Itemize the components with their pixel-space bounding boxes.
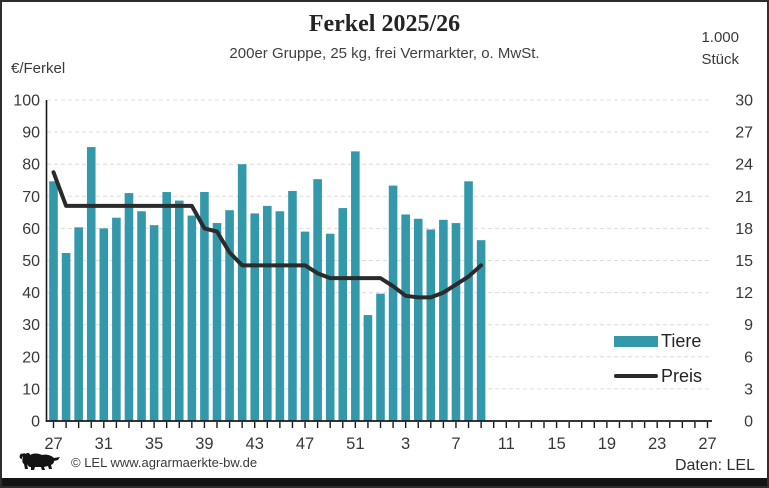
tiere-bar <box>388 185 398 421</box>
right-axis-tick-label: 0 <box>744 414 753 431</box>
tiere-bar <box>225 210 234 421</box>
left-axis-tick-label: 30 <box>22 317 40 334</box>
tiere-bar <box>363 315 373 421</box>
ferkel-chart: 0 10 20 30 40 50 60 70 80 90 100 0 3 6 9 12 15 18 21 24 27 30… <box>13 93 753 454</box>
right-axis-tick-label: 12 <box>735 285 753 302</box>
tiere-bar <box>401 214 410 421</box>
footer-branding: © LEL www.agrarmaerkte-bw.de <box>18 450 257 474</box>
left-axis-tick-label: 90 <box>22 125 40 142</box>
right-axis-tick-label: 15 <box>735 253 753 270</box>
preis-swatch-icon <box>614 374 658 378</box>
tiere-bar <box>413 218 423 421</box>
x-axis-tick-label: 15 <box>547 435 565 453</box>
tiere-bar <box>112 217 121 421</box>
tiere-bar <box>338 208 348 421</box>
tiere-bar <box>300 231 310 421</box>
legend-label-preis: Preis <box>661 365 703 386</box>
tiere-bar <box>137 211 146 421</box>
tiere-bar <box>99 228 109 421</box>
bw-lion-logo-icon <box>19 452 60 470</box>
tiere-bar <box>351 151 360 422</box>
tiere-bar <box>476 240 486 421</box>
tiere-bar <box>49 181 58 421</box>
right-axis-unit-line1: 1.000 <box>701 29 739 46</box>
x-axis-tick-label: 27 <box>44 435 62 453</box>
chart-subtitle: 200er Gruppe, 25 kg, frei Vermarkter, o.… <box>229 45 540 62</box>
tiere-bar <box>325 233 335 421</box>
x-axis-tick-label: 35 <box>145 435 163 453</box>
tiere-bar <box>376 293 385 421</box>
left-axis-tick-label: 0 <box>31 414 40 431</box>
x-axis-tick-label: 7 <box>451 435 460 453</box>
chart-legend: Tiere Preis <box>614 330 703 403</box>
x-axis-tick-label: 31 <box>95 435 113 453</box>
left-axis-tick-label: 10 <box>22 381 40 398</box>
tiere-bar <box>439 219 448 421</box>
x-axis-tick-label: 11 <box>498 435 515 453</box>
left-axis-tick-label: 80 <box>22 157 40 174</box>
x-axis-tick-label: 47 <box>296 435 314 453</box>
page-title: Ferkel 2025/26 <box>308 11 461 37</box>
tiere-bar <box>149 225 159 421</box>
left-axis-tick-label: 50 <box>22 253 40 270</box>
tiere-bar <box>426 229 436 421</box>
right-axis-tick-label: 24 <box>735 157 753 174</box>
tiere-bar <box>200 192 209 421</box>
preis-line <box>51 170 484 300</box>
left-axis-unit: €/Ferkel <box>11 60 66 77</box>
left-axis-tick-label: 100 <box>13 93 40 110</box>
x-axis-tick-label: 27 <box>698 435 716 453</box>
left-axis-tick-label: 70 <box>22 189 40 206</box>
tiere-bar <box>288 190 297 421</box>
tiere-bar <box>86 147 96 421</box>
tiere-bar <box>464 181 473 421</box>
right-axis-tick-label: 30 <box>735 93 753 110</box>
left-axis-tick-label: 60 <box>22 221 40 238</box>
right-axis-unit: 1.000 Stück <box>701 27 739 71</box>
left-axis-tick-label: 20 <box>22 349 40 366</box>
tiere-bar <box>124 193 134 421</box>
tiere-bar <box>174 200 184 421</box>
tiere-bar <box>61 253 71 421</box>
tiere-bar <box>250 213 260 421</box>
right-axis-tick-label: 9 <box>744 317 753 334</box>
x-axis-tick-label: 19 <box>598 435 616 453</box>
right-axis-unit-line2: Stück <box>701 51 739 68</box>
tiere-swatch-icon <box>614 335 658 347</box>
copyright-text: © LEL www.agrarmaerkte-bw.de <box>71 454 258 470</box>
right-axis-tick-label: 18 <box>735 221 753 238</box>
legend-label-tiere: Tiere <box>661 330 702 351</box>
tiere-bar <box>162 192 171 421</box>
left-axis-tick-label: 40 <box>22 285 40 302</box>
tiere-bar <box>313 179 322 421</box>
x-axis-tick-label: 39 <box>195 435 213 453</box>
data-source-label: Daten: LEL <box>674 457 755 474</box>
right-axis-tick-label: 21 <box>735 189 753 206</box>
right-axis-tick-label: 27 <box>735 125 753 142</box>
right-axis-tick-label: 6 <box>744 349 753 366</box>
tiere-bar <box>263 205 272 421</box>
bottom-brand-bar <box>2 478 767 486</box>
tiere-bar <box>187 215 197 421</box>
x-axis-tick-label: 43 <box>246 435 264 453</box>
tiere-bar <box>212 223 222 421</box>
tiere-bar <box>275 211 285 421</box>
x-axis-tick-label: 3 <box>401 435 410 453</box>
x-axis-tick-label: 23 <box>648 435 666 453</box>
legend-item-tiere: Tiere <box>614 330 702 351</box>
right-axis-tick-label: 3 <box>744 381 753 398</box>
x-axis-tick-label: 51 <box>346 435 364 453</box>
legend-item-preis: Preis <box>614 365 703 386</box>
tiere-bar <box>237 164 247 421</box>
tiere-bar <box>451 223 461 421</box>
tiere-bar <box>74 227 83 421</box>
